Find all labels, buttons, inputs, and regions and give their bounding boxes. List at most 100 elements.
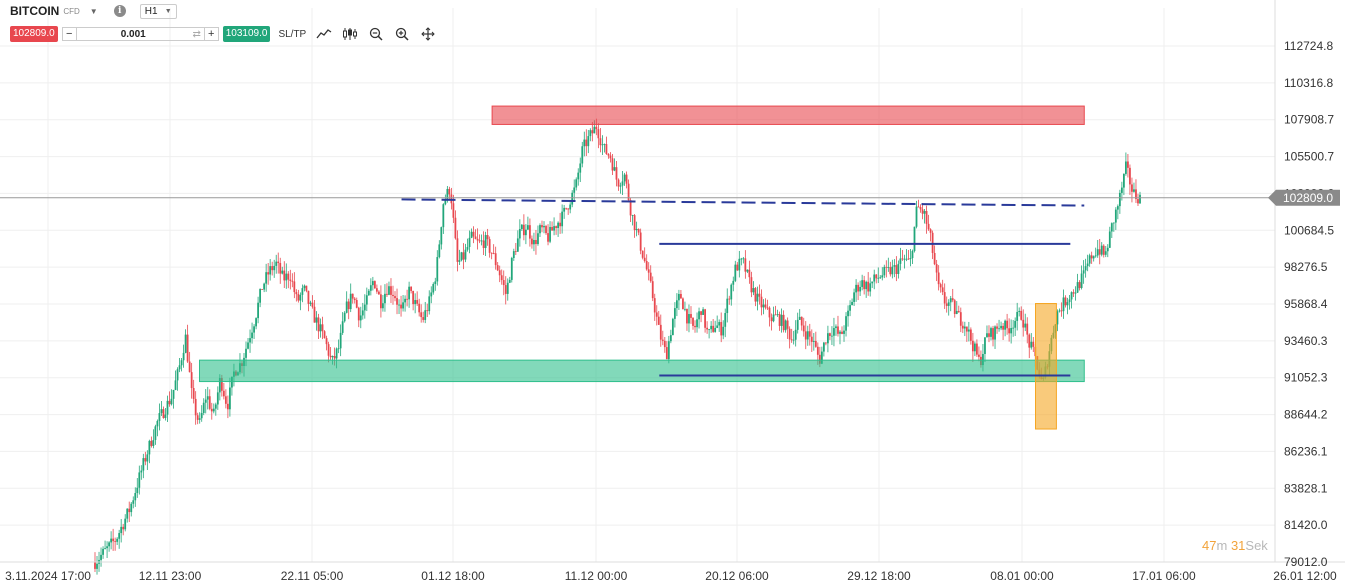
timeframe-select[interactable]: H1 ▼: [139, 3, 177, 19]
candle-body: [688, 314, 690, 324]
candle-body: [293, 281, 296, 293]
price-tick-label: 83828.1: [1284, 481, 1328, 495]
candle-body: [371, 281, 374, 286]
candle-body: [166, 400, 169, 415]
candle-body: [837, 326, 839, 334]
quantity-input[interactable]: 0.001: [120, 28, 146, 40]
candle-body: [1016, 311, 1019, 321]
candle-body: [673, 308, 676, 319]
highlight-zone[interactable]: [1035, 303, 1057, 430]
chevron-down-icon[interactable]: ▼: [89, 6, 98, 16]
candle-body: [1056, 311, 1059, 325]
candle-body: [855, 284, 857, 293]
sell-price-button[interactable]: 102809.0: [10, 26, 58, 42]
candle-body: [545, 225, 547, 234]
candle-body: [575, 179, 578, 188]
candle-body: [488, 239, 491, 253]
candle-body: [400, 304, 402, 309]
sltp-button[interactable]: SL/TP: [278, 28, 307, 40]
candle-body: [508, 279, 511, 283]
candle-body: [398, 304, 400, 306]
zoom-out-icon[interactable]: [368, 26, 384, 42]
candle-body: [317, 317, 320, 332]
candle-body: [591, 130, 594, 134]
candle-body: [1127, 161, 1129, 168]
candle-body: [160, 409, 163, 414]
candle-body: [587, 136, 590, 147]
support-zone[interactable]: [199, 359, 1085, 383]
candle-body: [1008, 328, 1011, 334]
candle-body: [112, 538, 115, 542]
info-icon[interactable]: i: [113, 5, 126, 17]
candle-body: [563, 207, 566, 212]
candle-body: [345, 301, 348, 313]
candle-body: [1082, 270, 1085, 274]
crosshair-icon[interactable]: [420, 26, 436, 42]
candle-body: [667, 341, 670, 360]
candle-body: [686, 308, 688, 324]
candle-body: [756, 293, 759, 302]
dashed-trendline[interactable]: [401, 198, 1085, 207]
candle-body: [1080, 273, 1083, 289]
candle-body: [94, 562, 96, 569]
candle-body: [382, 303, 384, 309]
candle-body: [170, 398, 173, 405]
candlestick-icon[interactable]: [342, 26, 358, 42]
candle-body: [984, 337, 986, 354]
line-chart-icon[interactable]: [316, 26, 332, 42]
swap-icon[interactable]: ⇄: [192, 28, 201, 40]
candle-body: [818, 354, 821, 364]
candle-body: [647, 269, 650, 273]
candle-body: [645, 261, 648, 270]
candle-body: [1118, 192, 1121, 207]
candle-body: [494, 253, 497, 266]
candle-body: [1002, 325, 1004, 330]
candle-body: [295, 292, 298, 295]
candle-body: [792, 339, 795, 341]
candle-body: [919, 207, 922, 210]
quantity-stepper[interactable]: − 0.001 ⇄ +: [61, 27, 219, 41]
candle-body: [680, 293, 682, 299]
candle-body: [625, 174, 628, 184]
candle-body: [1032, 341, 1035, 347]
candle-body: [895, 265, 898, 274]
candle-body: [220, 378, 223, 391]
candle-body: [669, 335, 672, 342]
candle-body: [305, 285, 308, 291]
zoom-in-icon[interactable]: [394, 26, 410, 42]
candle-body: [788, 328, 791, 340]
candle-body: [363, 304, 366, 311]
candle-body: [428, 296, 431, 312]
candle-body: [963, 326, 966, 329]
candle-body: [961, 325, 964, 329]
candle-body: [212, 408, 215, 412]
candle-body: [883, 266, 886, 276]
candle-body: [502, 280, 505, 286]
candle-body: [261, 289, 264, 290]
candle-body: [464, 249, 467, 260]
candle-body: [637, 228, 640, 233]
candle-body: [450, 194, 453, 204]
candle-body: [879, 277, 882, 279]
candle-body: [541, 225, 543, 228]
increase-button[interactable]: +: [203, 28, 218, 40]
resistance-zone[interactable]: [491, 105, 1085, 125]
candle-body: [728, 298, 731, 300]
candle-body: [331, 356, 334, 358]
decrease-button[interactable]: −: [63, 28, 77, 40]
candle-body: [857, 284, 860, 292]
candle-body: [613, 167, 616, 171]
candle-body: [1125, 161, 1127, 174]
candle-body: [438, 244, 441, 258]
candle-body: [1076, 282, 1079, 293]
candle-body: [392, 294, 394, 297]
symbol-name[interactable]: BITCOIN: [10, 4, 60, 18]
buy-price-button[interactable]: 103109.0: [222, 26, 271, 42]
candle-body: [1110, 223, 1113, 232]
candle-body: [774, 314, 777, 316]
candle-body: [782, 314, 785, 331]
candle-body: [615, 167, 618, 180]
candle-body: [812, 340, 815, 342]
candle-body: [1122, 173, 1125, 188]
